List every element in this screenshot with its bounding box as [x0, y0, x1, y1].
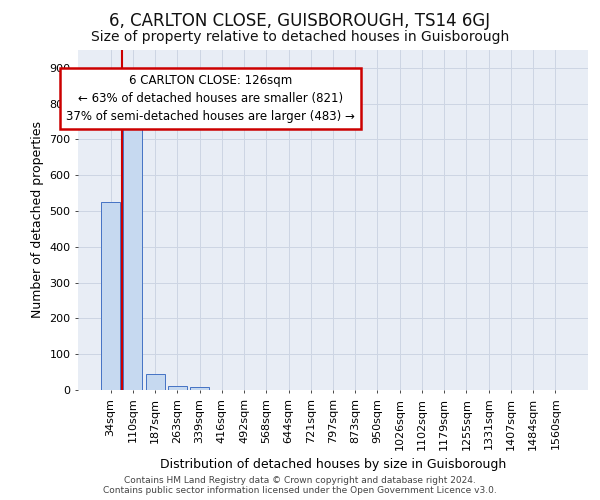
Bar: [168, 386, 187, 390]
Text: 6 CARLTON CLOSE: 126sqm
← 63% of detached houses are smaller (821)
37% of semi-d: 6 CARLTON CLOSE: 126sqm ← 63% of detache…: [66, 74, 355, 124]
Bar: [146, 374, 164, 390]
Bar: [124, 130, 142, 390]
Text: 6, CARLTON CLOSE, GUISBOROUGH, TS14 6GJ: 6, CARLTON CLOSE, GUISBOROUGH, TS14 6GJ: [109, 12, 491, 30]
Y-axis label: Number of detached properties: Number of detached properties: [31, 122, 44, 318]
Bar: [101, 202, 120, 390]
Bar: [190, 388, 209, 390]
Text: Contains HM Land Registry data © Crown copyright and database right 2024.
Contai: Contains HM Land Registry data © Crown c…: [103, 476, 497, 495]
X-axis label: Distribution of detached houses by size in Guisborough: Distribution of detached houses by size …: [160, 458, 506, 471]
Text: Size of property relative to detached houses in Guisborough: Size of property relative to detached ho…: [91, 30, 509, 44]
